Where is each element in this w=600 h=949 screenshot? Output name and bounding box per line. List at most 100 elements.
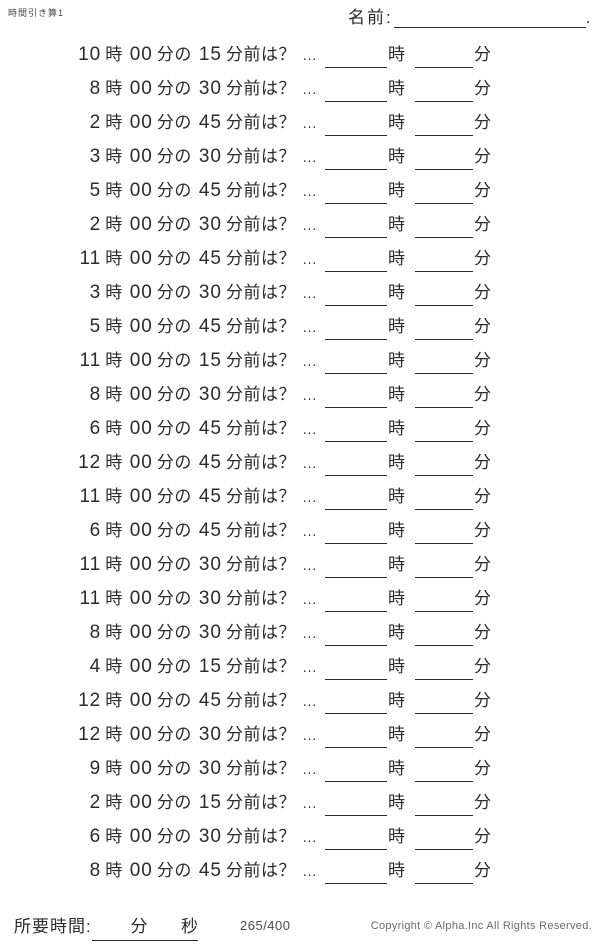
answer-minute-blank[interactable]	[415, 339, 473, 340]
problem-before-text: 分前は？	[226, 623, 296, 642]
answer-hour-blank[interactable]	[325, 679, 387, 680]
answer-minute-unit: 分	[474, 861, 491, 880]
name-input-blank[interactable]	[393, 9, 586, 28]
problem-ellipsis: …	[302, 115, 318, 132]
answer-minute-blank[interactable]	[415, 713, 473, 714]
time-taken-blank[interactable]: 分 秒	[91, 915, 198, 941]
problem-answer-area: 時分	[322, 246, 600, 280]
answer-minute-blank[interactable]	[415, 475, 473, 476]
answer-hour-blank[interactable]	[325, 883, 387, 884]
answer-minute-blank[interactable]	[415, 237, 473, 238]
answer-minute-blank[interactable]	[415, 781, 473, 782]
problem-answer-area: 時分	[322, 450, 600, 484]
problem-question: 11 時 00 分の 45 分前は？…	[0, 246, 318, 272]
answer-minute-blank[interactable]	[415, 135, 473, 136]
answer-hour-blank[interactable]	[325, 645, 387, 646]
answer-hour-unit: 時	[388, 283, 405, 302]
answer-hour-blank[interactable]	[325, 271, 387, 272]
answer-hour-blank[interactable]	[325, 475, 387, 476]
problem-before-text: 分前は？	[226, 419, 296, 438]
answer-minute-blank[interactable]	[415, 815, 473, 816]
answer-hour-unit: 時	[388, 555, 405, 574]
answer-hour-blank[interactable]	[325, 305, 387, 306]
problem-before-text: 分前は？	[226, 861, 296, 880]
answer-minute-blank[interactable]	[415, 645, 473, 646]
answer-minute-unit: 分	[474, 113, 491, 132]
problem-row: 6 時 00 分の 45 分前は？… 時分	[0, 416, 600, 450]
problem-hour-value: 5	[89, 316, 102, 337]
answer-hour-blank[interactable]	[325, 781, 387, 782]
answer-hour-blank[interactable]	[325, 67, 387, 68]
problem-row: 4 時 00 分の 15 分前は？… 時分	[0, 654, 600, 688]
answer-minute-blank[interactable]	[415, 577, 473, 578]
problem-before-text: 分前は？	[226, 147, 296, 166]
problem-hour-value: 12	[78, 452, 102, 473]
answer-hour-blank[interactable]	[325, 815, 387, 816]
answer-minute-blank[interactable]	[415, 169, 473, 170]
worksheet-header: 時間引き算1 名前: .	[0, 0, 600, 36]
answer-hour-blank[interactable]	[325, 441, 387, 442]
problem-minute-unit: 分	[156, 79, 175, 98]
answer-minute-blank[interactable]	[415, 203, 473, 204]
answer-minute-blank[interactable]	[415, 747, 473, 748]
answer-minute-blank[interactable]	[415, 611, 473, 612]
answer-hour-blank[interactable]	[325, 203, 387, 204]
answer-hour-unit: 時	[388, 487, 405, 506]
answer-hour-blank[interactable]	[325, 611, 387, 612]
problem-before-text: 分前は？	[226, 79, 296, 98]
problem-ellipsis: …	[302, 557, 318, 574]
answer-hour-blank[interactable]	[325, 101, 387, 102]
problem-subtract-value: 15	[198, 792, 222, 813]
problem-hour-unit: 時	[105, 385, 123, 404]
answer-minute-blank[interactable]	[415, 509, 473, 510]
problem-connector: の	[174, 793, 192, 812]
problem-row: 6 時 00 分の 30 分前は？… 時分	[0, 824, 600, 858]
problem-hour-unit: 時	[105, 827, 123, 846]
answer-hour-blank[interactable]	[325, 747, 387, 748]
problem-minute-value: 00	[129, 452, 153, 473]
answer-hour-blank[interactable]	[325, 237, 387, 238]
problem-connector: の	[174, 623, 192, 642]
answer-hour-unit: 時	[388, 147, 405, 166]
answer-minute-blank[interactable]	[415, 543, 473, 544]
problem-row: 12 時 00 分の 45 分前は？… 時分	[0, 688, 600, 722]
answer-minute-blank[interactable]	[415, 441, 473, 442]
answer-minute-blank[interactable]	[415, 883, 473, 884]
answer-hour-blank[interactable]	[325, 543, 387, 544]
answer-minute-blank[interactable]	[415, 373, 473, 374]
problem-ellipsis: …	[302, 693, 318, 710]
problem-before-text: 分前は？	[226, 793, 296, 812]
problem-minute-unit: 分	[156, 623, 175, 642]
answer-hour-unit: 時	[388, 45, 405, 64]
answer-hour-blank[interactable]	[325, 713, 387, 714]
problem-connector: の	[174, 181, 192, 200]
answer-hour-blank[interactable]	[325, 339, 387, 340]
answer-hour-blank[interactable]	[325, 407, 387, 408]
sheet-title: 時間引き算1	[8, 8, 65, 18]
problem-hour-unit: 時	[105, 45, 123, 64]
answer-minute-blank[interactable]	[415, 679, 473, 680]
answer-minute-blank[interactable]	[415, 67, 473, 68]
problem-question: 6 時 00 分の 45 分前は？…	[0, 518, 318, 544]
answer-hour-blank[interactable]	[325, 509, 387, 510]
problem-question: 9 時 00 分の 30 分前は？…	[0, 756, 318, 782]
problem-row: 10 時 00 分の 15 分前は？… 時分	[0, 42, 600, 76]
answer-minute-blank[interactable]	[415, 849, 473, 850]
answer-hour-blank[interactable]	[325, 577, 387, 578]
answer-hour-blank[interactable]	[325, 169, 387, 170]
answer-hour-blank[interactable]	[325, 135, 387, 136]
problem-subtract-value: 30	[198, 282, 222, 303]
problem-minute-unit: 分	[156, 793, 175, 812]
problem-hour-unit: 時	[105, 589, 123, 608]
answer-hour-blank[interactable]	[325, 849, 387, 850]
answer-minute-blank[interactable]	[415, 305, 473, 306]
answer-minute-blank[interactable]	[415, 271, 473, 272]
problem-minute-unit: 分	[156, 249, 175, 268]
problem-ellipsis: …	[302, 727, 318, 744]
problem-minute-value: 00	[129, 622, 153, 643]
answer-hour-blank[interactable]	[325, 373, 387, 374]
problem-row: 2 時 00 分の 30 分前は？… 時分	[0, 212, 600, 246]
answer-minute-blank[interactable]	[415, 101, 473, 102]
problem-minute-value: 00	[129, 112, 153, 133]
answer-minute-blank[interactable]	[415, 407, 473, 408]
